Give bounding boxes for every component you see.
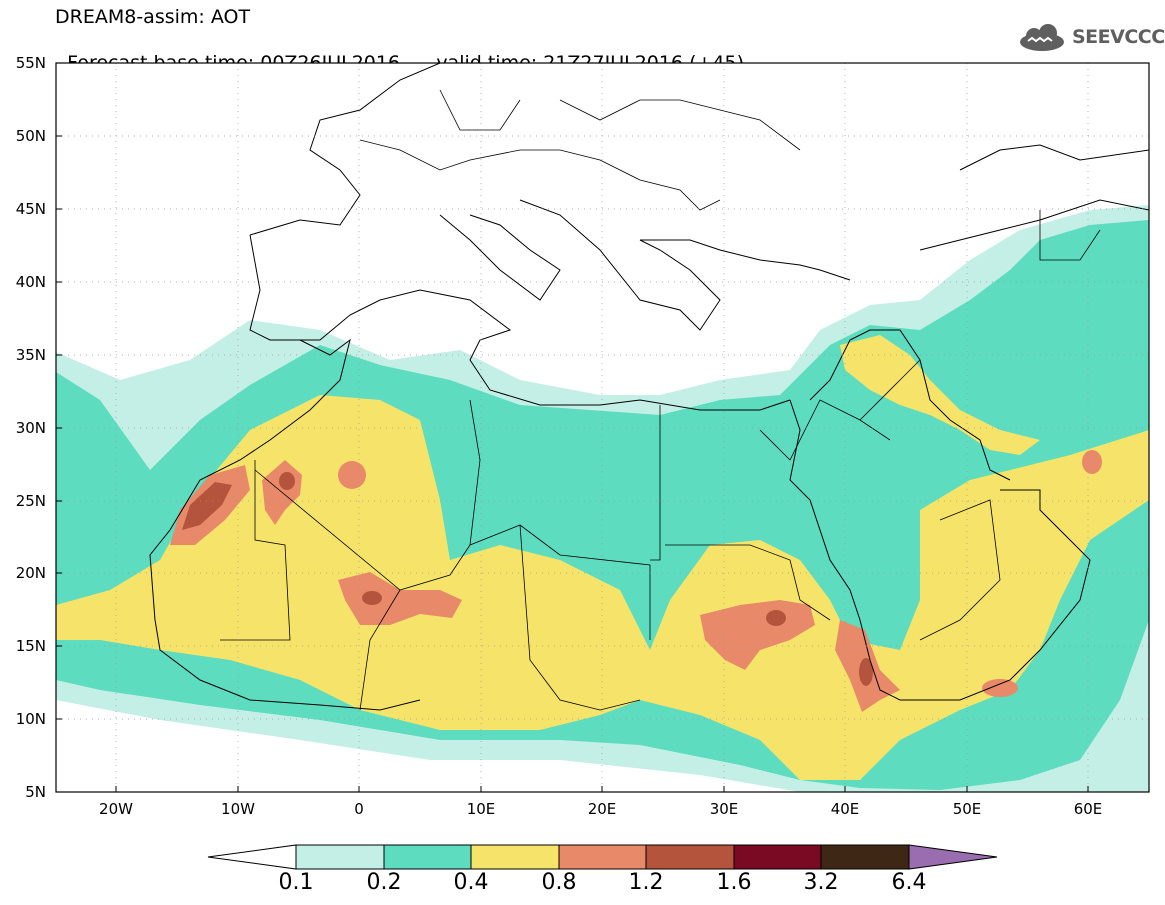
lon-label: 30E [709,800,739,818]
lat-label: 50N [15,127,46,145]
coastlines [149,63,1149,711]
lon-label: 50E [952,800,982,818]
lat-label: 25N [15,492,46,510]
colorbar-min-arrow [207,844,297,870]
lat-label: 10N [15,710,46,728]
colorbar-level-label: 1.2 [628,870,664,895]
lon-label: 20W [99,800,133,818]
country-borders [220,89,1101,711]
lat-label: 20N [15,564,46,582]
colorbar-level-label: 6.4 [891,870,927,895]
logo-text: SEEVCCC [1072,26,1165,48]
axis-ticks [56,62,1089,793]
lon-label: 20E [587,800,617,818]
aot-contour-12c [766,610,786,626]
lat-label: 55N [15,54,46,72]
colorbar-level-label: 3.2 [803,870,839,895]
graticule [56,63,1149,792]
colorbar-level-label: 0.1 [278,870,314,895]
aot-contour-08c [338,572,462,625]
colorbar-swatch [295,844,385,870]
aot-contour-12b [362,591,382,605]
lon-label: 60E [1073,800,1103,818]
aot-contour-12e [859,658,873,686]
colorbar-max-arrow [908,844,998,870]
lat-label: 5N [25,783,46,801]
cloud-icon [1020,24,1064,51]
colorbar-swatch [470,844,560,870]
lat-label: 45N [15,200,46,218]
colorbar-level-label: 0.4 [453,870,489,895]
aot-contour-12d [279,472,295,490]
lat-label: 40N [15,273,46,291]
lat-label: 15N [15,637,46,655]
lon-label: 10W [221,800,255,818]
seevccc-logo [1020,24,1064,51]
colorbar-level-label: 0.2 [366,870,402,895]
aot-contour-08h [1082,450,1102,474]
aot-field [56,63,1149,792]
colorbar-level-label: 1.6 [716,870,752,895]
lat-label: 35N [15,346,46,364]
lon-label: 40E [830,800,860,818]
colorbar-level-label: 0.8 [541,870,577,895]
lon-label: 0 [354,800,364,818]
colorbar-swatch [820,844,910,870]
aot-map [55,62,1150,793]
lon-label: 10E [466,800,496,818]
aot-contour-08d [700,600,815,670]
colorbar-swatch [558,844,647,870]
colorbar [207,844,998,870]
aot-contour-08f [338,461,366,489]
colorbar-swatch [645,844,735,870]
colorbar-swatch [733,844,822,870]
colorbar-swatch [383,844,472,870]
map-title: DREAM8-assim: AOT [55,6,251,28]
lat-label: 30N [15,419,46,437]
aot-contour-04b [840,335,1040,455]
aot-contour-08g [982,679,1018,697]
aot-contour-12 [182,482,232,530]
